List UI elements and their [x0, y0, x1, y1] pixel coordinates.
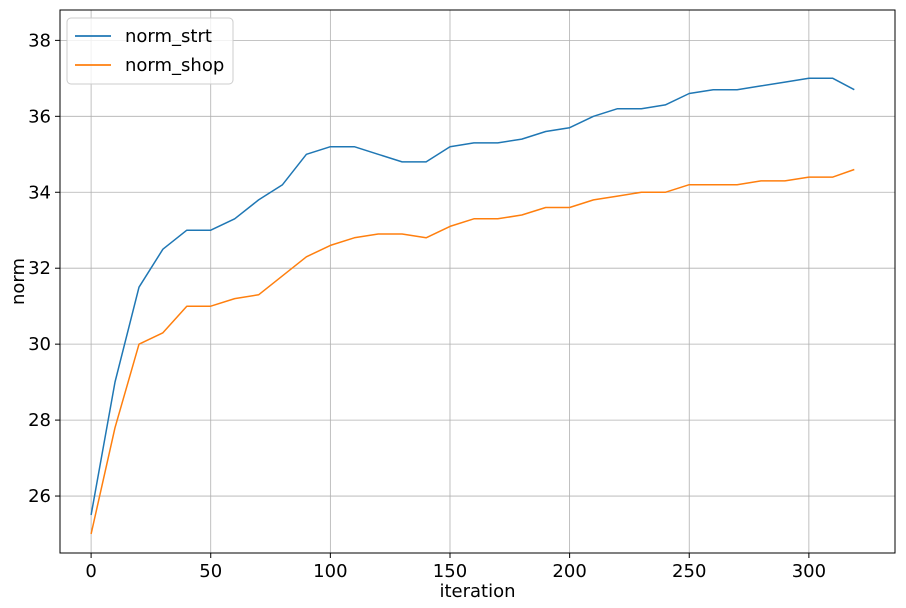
- x-tick-label: 250: [672, 561, 706, 582]
- x-tick-label: 300: [792, 561, 826, 582]
- y-axis-ticks: 26 28 30 32 34 36 38: [28, 30, 60, 507]
- legend-box: [66, 17, 234, 85]
- series-lines: [90, 77, 855, 535]
- x-tick-label: 200: [552, 561, 586, 582]
- y-tick-label: 32: [28, 258, 51, 279]
- x-axis-ticks: 0 50 100 150 200 250 300: [85, 553, 826, 582]
- legend-label: norm_strt: [125, 26, 212, 47]
- y-axis-label: norm: [8, 258, 29, 305]
- y-tick-label: 36: [28, 106, 51, 127]
- y-tick-label: 34: [28, 182, 51, 203]
- x-axis-label: iteration: [439, 581, 515, 602]
- legend: norm_strt norm_shop: [66, 17, 234, 85]
- legend-label: norm_shop: [125, 55, 224, 76]
- series-line-norm_shop: [90, 168, 855, 535]
- x-tick-label: 100: [313, 561, 347, 582]
- grid-lines: [60, 10, 895, 553]
- series-line-norm_strt: [90, 77, 855, 516]
- x-tick-label: 150: [433, 561, 467, 582]
- plot-frame: [59, 9, 896, 554]
- y-tick-label: 26: [28, 486, 51, 507]
- x-tick-label: 50: [199, 561, 222, 582]
- y-tick-label: 38: [28, 30, 51, 51]
- y-tick-label: 30: [28, 334, 51, 355]
- y-tick-label: 28: [28, 410, 51, 431]
- x-tick-label: 0: [85, 561, 96, 582]
